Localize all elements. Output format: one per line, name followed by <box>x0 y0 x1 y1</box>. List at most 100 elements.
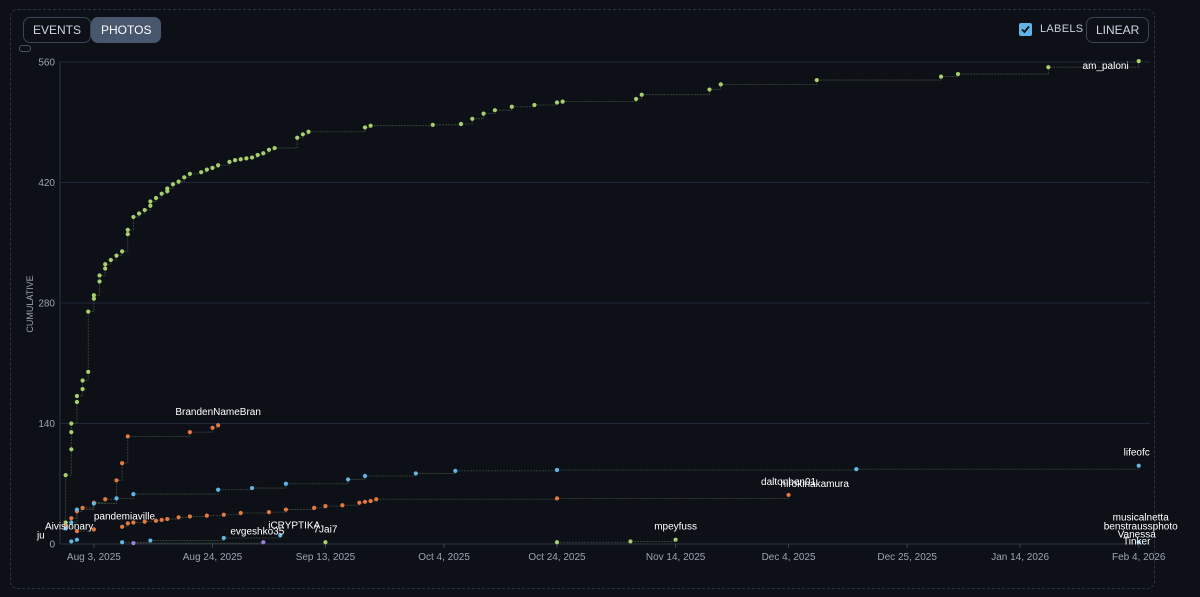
data-point[interactable] <box>532 102 537 108</box>
data-point[interactable] <box>159 517 164 523</box>
data-point[interactable] <box>216 487 221 492</box>
data-point[interactable] <box>1136 463 1141 468</box>
data-point[interactable] <box>266 147 272 152</box>
data-point[interactable] <box>97 273 102 278</box>
data-point[interactable] <box>261 540 266 545</box>
data-point[interactable] <box>91 296 96 301</box>
data-point[interactable] <box>176 179 181 184</box>
data-point[interactable] <box>210 165 215 170</box>
data-point[interactable] <box>69 516 74 521</box>
data-point[interactable] <box>187 171 192 176</box>
data-point[interactable] <box>554 467 560 473</box>
data-point[interactable] <box>153 195 159 201</box>
data-point[interactable] <box>148 199 153 204</box>
data-point[interactable] <box>673 537 678 542</box>
data-point[interactable] <box>216 163 221 168</box>
data-point[interactable] <box>74 393 80 399</box>
data-point[interactable] <box>255 152 260 158</box>
data-point[interactable] <box>374 497 379 502</box>
data-point[interactable] <box>216 423 221 428</box>
data-point[interactable] <box>492 108 497 113</box>
data-point[interactable] <box>470 116 475 121</box>
data-point[interactable] <box>295 135 300 140</box>
data-point[interactable] <box>227 159 232 164</box>
data-point[interactable] <box>63 473 68 478</box>
data-point[interactable] <box>300 132 305 137</box>
data-point[interactable] <box>554 540 560 545</box>
data-point[interactable] <box>306 129 311 134</box>
data-point[interactable] <box>238 510 243 516</box>
data-point[interactable] <box>786 492 791 498</box>
data-point[interactable] <box>131 214 136 220</box>
data-point[interactable] <box>238 157 243 162</box>
data-point[interactable] <box>221 535 226 541</box>
data-point[interactable] <box>278 533 283 538</box>
data-point[interactable] <box>136 211 142 216</box>
data-point[interactable] <box>80 378 85 383</box>
collapse-handle[interactable] <box>19 45 31 52</box>
data-point[interactable] <box>639 92 644 97</box>
data-point[interactable] <box>554 100 560 105</box>
data-point[interactable] <box>718 82 723 87</box>
data-point[interactable] <box>74 507 80 512</box>
labels-checkbox[interactable] <box>1019 23 1032 36</box>
data-point[interactable] <box>86 309 91 314</box>
data-point[interactable] <box>199 170 204 175</box>
data-point[interactable] <box>148 538 153 543</box>
events-tab-button[interactable]: EVENTS <box>23 17 92 43</box>
data-point[interactable] <box>323 504 328 509</box>
data-point[interactable] <box>1136 540 1141 545</box>
data-point[interactable] <box>148 203 153 208</box>
data-point[interactable] <box>283 481 289 486</box>
data-point[interactable] <box>628 539 633 544</box>
data-point[interactable] <box>142 207 147 213</box>
data-point[interactable] <box>69 520 74 525</box>
data-point[interactable] <box>509 104 514 109</box>
data-point[interactable] <box>120 460 125 466</box>
data-point[interactable] <box>249 155 255 160</box>
data-point[interactable] <box>69 539 74 544</box>
data-point[interactable] <box>458 121 464 127</box>
data-point[interactable] <box>182 175 187 180</box>
data-point[interactable] <box>63 526 68 531</box>
data-point[interactable] <box>814 77 819 83</box>
data-point[interactable] <box>131 491 136 497</box>
data-point[interactable] <box>103 497 108 502</box>
data-point[interactable] <box>103 266 108 271</box>
data-point[interactable] <box>80 386 85 392</box>
data-point[interactable] <box>272 145 277 151</box>
data-point[interactable] <box>125 521 130 526</box>
data-point[interactable] <box>69 430 74 435</box>
data-point[interactable] <box>74 537 80 542</box>
data-point[interactable] <box>153 518 159 523</box>
data-point[interactable] <box>114 496 119 501</box>
data-point[interactable] <box>362 473 368 479</box>
data-point[interactable] <box>63 520 68 525</box>
data-point[interactable] <box>340 503 345 508</box>
data-point[interactable] <box>938 74 944 79</box>
data-point[interactable] <box>362 125 368 130</box>
data-point[interactable] <box>481 111 486 116</box>
data-point[interactable] <box>91 527 96 532</box>
data-point[interactable] <box>170 182 176 187</box>
data-point[interactable] <box>453 468 458 473</box>
data-point[interactable] <box>91 293 96 298</box>
data-point[interactable] <box>142 519 147 524</box>
data-point[interactable] <box>187 514 192 519</box>
data-point[interactable] <box>1046 65 1051 70</box>
data-point[interactable] <box>854 467 859 472</box>
data-point[interactable] <box>187 430 192 435</box>
data-point[interactable] <box>69 447 74 452</box>
data-point[interactable] <box>430 122 435 127</box>
data-point[interactable] <box>266 510 272 515</box>
data-point[interactable] <box>204 167 209 172</box>
data-point[interactable] <box>413 471 418 476</box>
data-point[interactable] <box>633 96 639 102</box>
data-point[interactable] <box>125 232 130 237</box>
data-point[interactable] <box>210 425 215 430</box>
data-point[interactable] <box>131 520 136 525</box>
data-point[interactable] <box>103 262 108 267</box>
data-point[interactable] <box>283 507 289 512</box>
data-point[interactable] <box>114 478 119 483</box>
data-point[interactable] <box>1136 59 1141 64</box>
